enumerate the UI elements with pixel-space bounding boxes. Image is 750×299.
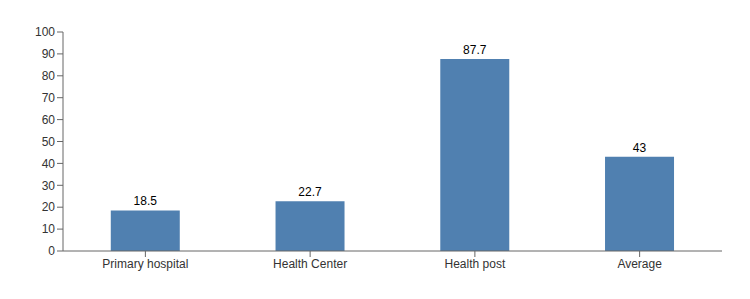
svg-text:100: 100 <box>35 25 55 39</box>
svg-text:0: 0 <box>48 244 55 258</box>
svg-text:20: 20 <box>42 200 56 214</box>
svg-text:87.7: 87.7 <box>463 43 487 57</box>
svg-text:22.7: 22.7 <box>298 185 322 199</box>
svg-text:90: 90 <box>42 47 56 61</box>
svg-text:18.5: 18.5 <box>134 194 158 208</box>
svg-text:43: 43 <box>633 141 647 155</box>
svg-text:70: 70 <box>42 91 56 105</box>
svg-text:80: 80 <box>42 69 56 83</box>
svg-text:40: 40 <box>42 157 56 171</box>
svg-text:Average: Average <box>617 257 662 271</box>
svg-text:30: 30 <box>42 179 56 193</box>
svg-text:60: 60 <box>42 113 56 127</box>
svg-text:Health Center: Health Center <box>273 257 347 271</box>
svg-text:50: 50 <box>42 135 56 149</box>
svg-text:Health post: Health post <box>445 257 506 271</box>
svg-text:10: 10 <box>42 222 56 236</box>
svg-text:Primary hospital: Primary hospital <box>102 257 188 271</box>
